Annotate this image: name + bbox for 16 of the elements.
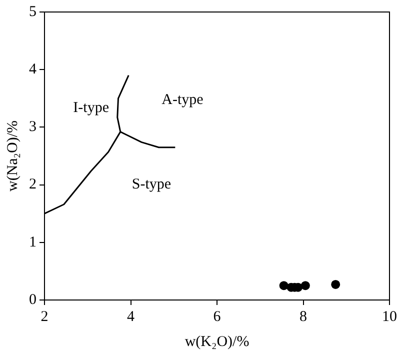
y-tick-label: 0 xyxy=(29,292,36,308)
y-tick-label: 5 xyxy=(29,4,36,20)
y-axis-title: w(Na₂O)/% xyxy=(4,120,21,192)
y-tick-label: 3 xyxy=(29,119,36,136)
x-tick-label: 8 xyxy=(300,308,307,325)
annotation: A-type xyxy=(162,92,204,108)
x-tick-label: 6 xyxy=(213,308,222,325)
x-tick-label: 10 xyxy=(382,308,397,325)
x-tick-label: 4 xyxy=(127,308,135,325)
annotation: I-type xyxy=(73,100,110,116)
y-tick-label: 4 xyxy=(29,62,37,78)
x-tick-label: 2 xyxy=(40,308,48,325)
annotation: S-type xyxy=(132,176,172,193)
x-axis-title: w(K₂O)/% xyxy=(184,334,250,350)
y-tick-label: 1 xyxy=(29,234,36,250)
y-tick-label: 2 xyxy=(29,176,36,193)
